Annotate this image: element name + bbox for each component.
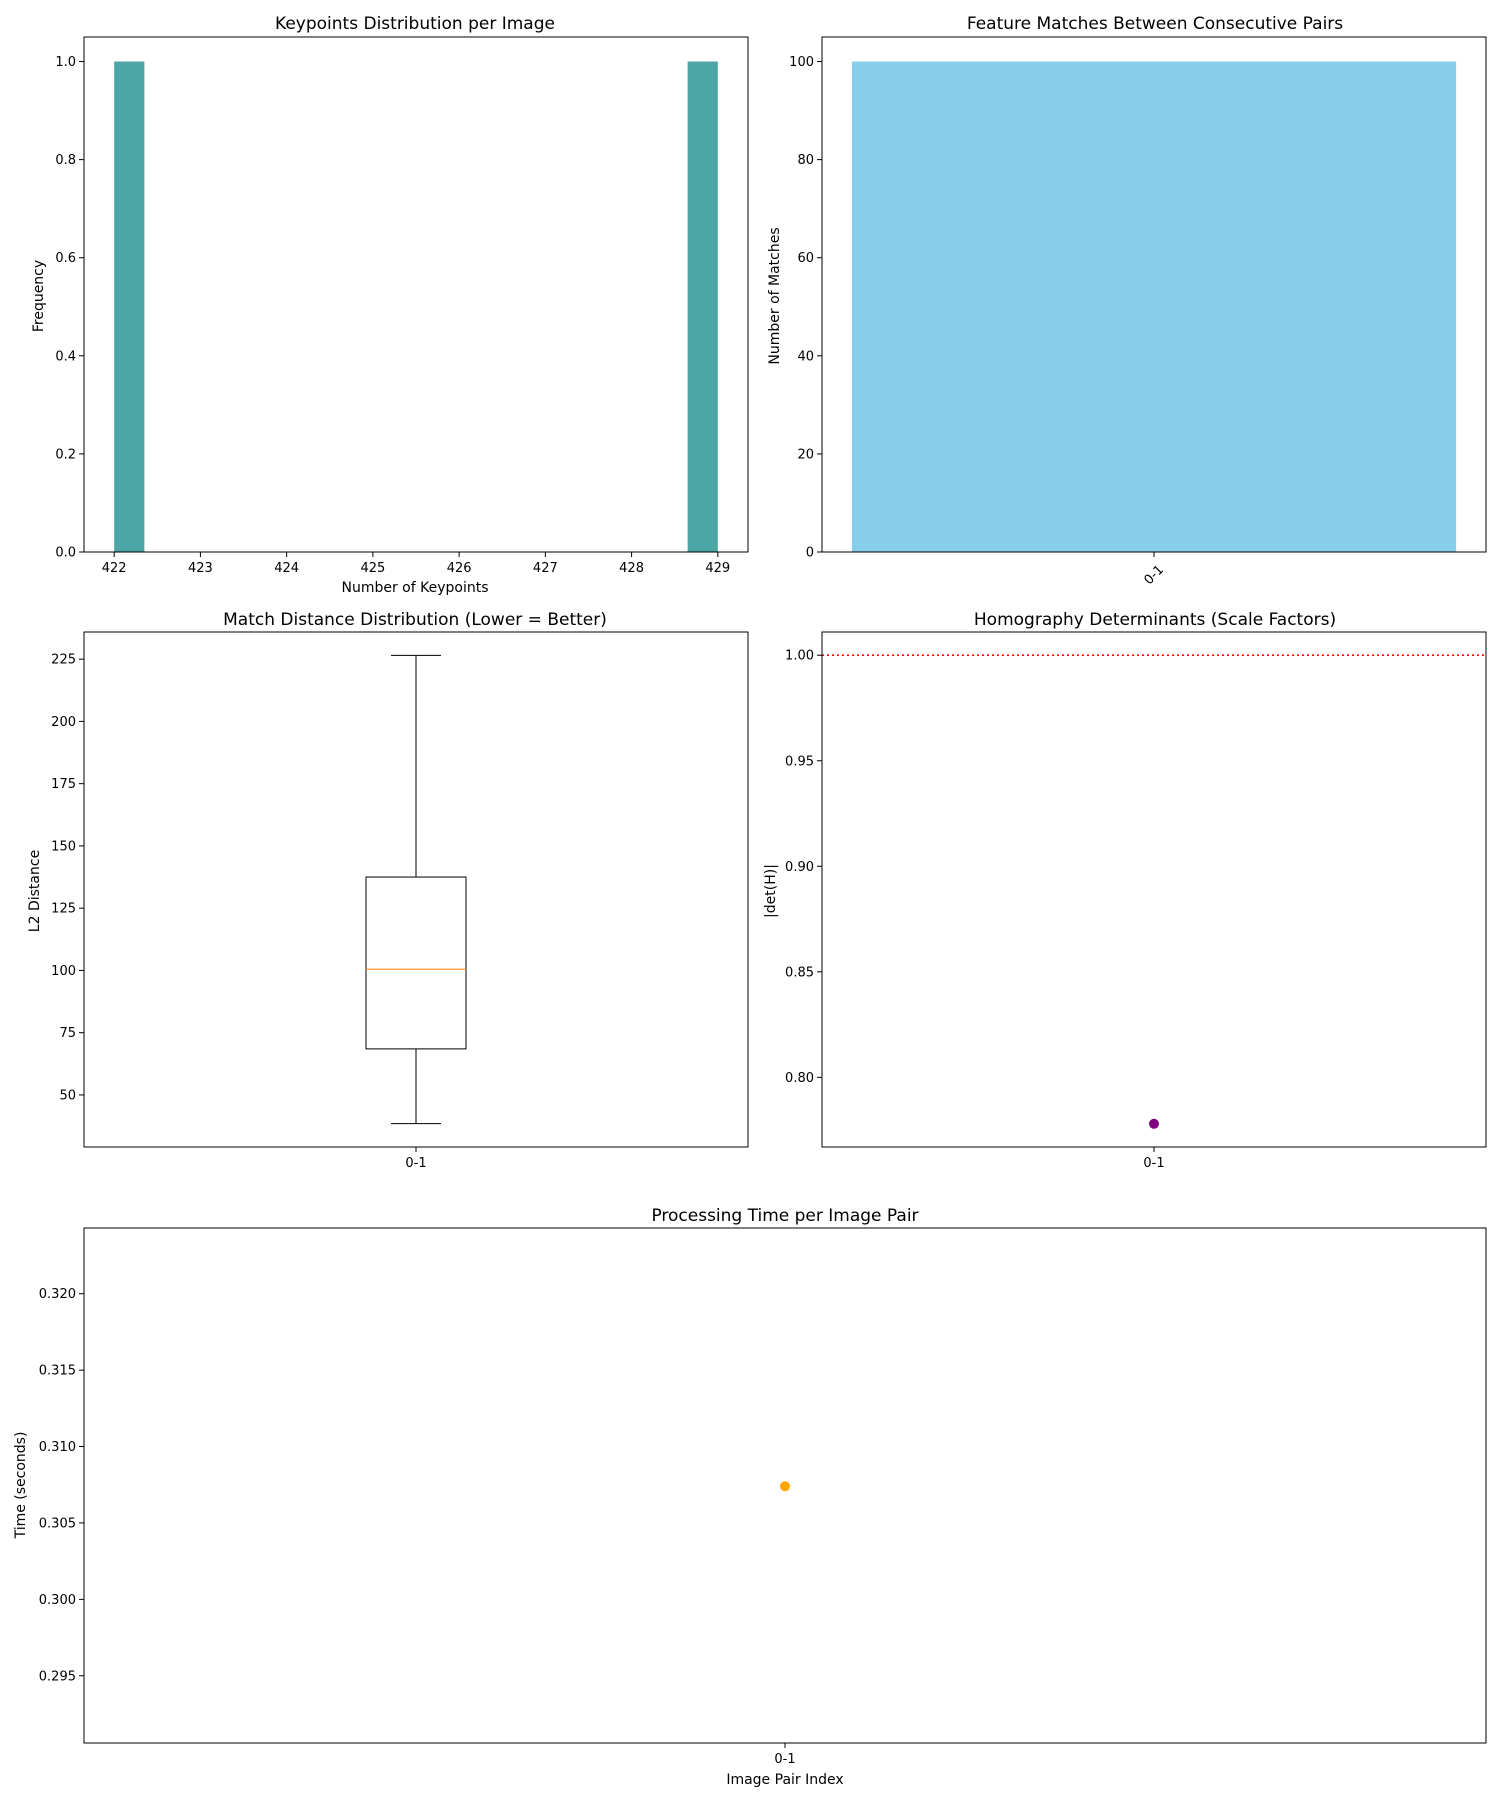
match-distance-ytick-label: 150 bbox=[51, 839, 76, 854]
match-distance-ytick-label: 100 bbox=[51, 964, 76, 979]
processing-time-xlabel: Image Pair Index bbox=[726, 1772, 843, 1788]
keypoints-histogram-xtick-label: 424 bbox=[274, 561, 299, 576]
processing-time-ytick-label: 0.295 bbox=[39, 1669, 76, 1684]
feature-matches-ytick-label: 60 bbox=[797, 251, 814, 266]
match-distance-ytick-label: 50 bbox=[59, 1088, 76, 1103]
keypoints-histogram-ytick-label: 0.0 bbox=[55, 546, 76, 561]
keypoints-histogram-ytick-label: 0.8 bbox=[55, 153, 76, 168]
feature-matches-ylabel: Number of Matches bbox=[767, 227, 783, 364]
match-distance-ylabel: L2 Distance bbox=[27, 850, 43, 932]
processing-time-title: Processing Time per Image Pair bbox=[651, 1206, 918, 1226]
feature-matches-ytick-label: 80 bbox=[797, 153, 814, 168]
feature-matches-ytick-label: 0 bbox=[806, 546, 814, 561]
match-count-bar bbox=[851, 61, 1457, 553]
match-distance-xtick-label: 0-1 bbox=[405, 1156, 426, 1171]
homography-determinants-xtick-label: 0-1 bbox=[1143, 1156, 1164, 1171]
keypoints-histogram-ytick-label: 0.6 bbox=[55, 251, 76, 266]
processing-time-ytick-label: 0.315 bbox=[39, 1364, 76, 1379]
homography-determinants-ytick-label: 0.90 bbox=[785, 860, 814, 875]
processing-time-xtick-label: 0-1 bbox=[774, 1752, 795, 1767]
keypoints-histogram-xtick-label: 427 bbox=[533, 561, 558, 576]
keypoints-histogram-ytick-label: 1.0 bbox=[55, 55, 76, 70]
keypoints-histogram-xtick-label: 422 bbox=[102, 561, 127, 576]
processing-time-ytick-label: 0.305 bbox=[39, 1516, 76, 1531]
homography-determinants-ytick-label: 0.85 bbox=[785, 965, 814, 980]
processing-time-point bbox=[780, 1481, 790, 1492]
processing-time-ytick-label: 0.300 bbox=[39, 1593, 76, 1608]
homography-determinants-title: Homography Determinants (Scale Factors) bbox=[974, 610, 1336, 630]
histogram-bar bbox=[687, 61, 718, 553]
match-distance-ytick-label: 75 bbox=[59, 1026, 76, 1041]
keypoints-histogram-xtick-label: 428 bbox=[619, 561, 644, 576]
box-iqr bbox=[365, 876, 467, 1050]
homography-determinants-ytick-label: 0.80 bbox=[785, 1071, 814, 1086]
homography-determinants-axes-frame bbox=[821, 631, 1487, 1148]
match-distance-title: Match Distance Distribution (Lower = Bet… bbox=[223, 610, 607, 630]
match-distance-ytick-label: 125 bbox=[51, 902, 76, 917]
feature-matches-ytick-label: 40 bbox=[797, 349, 814, 364]
keypoints-histogram-axes-frame bbox=[83, 36, 749, 553]
homography-determinants-ylabel: |det(H)| bbox=[763, 864, 779, 918]
homography-determinants-ytick-label: 0.95 bbox=[785, 754, 814, 769]
keypoints-histogram-xtick-label: 425 bbox=[360, 561, 385, 576]
feature-matches-panel: Feature Matches Between Consecutive Pair… bbox=[767, 14, 1487, 588]
feature-matches-ytick-label: 20 bbox=[797, 447, 814, 462]
match-distance-ytick-label: 225 bbox=[51, 653, 76, 668]
keypoints-histogram-ytick-label: 0.2 bbox=[55, 447, 76, 462]
keypoints-histogram-panel: Keypoints Distribution per Image Number … bbox=[31, 14, 749, 596]
histogram-bar bbox=[114, 61, 145, 553]
keypoints-histogram-ylabel: Frequency bbox=[31, 260, 47, 332]
feature-matches-title: Feature Matches Between Consecutive Pair… bbox=[967, 14, 1343, 34]
keypoints-histogram-ytick-label: 0.4 bbox=[55, 349, 76, 364]
processing-time-ylabel: Time (seconds) bbox=[13, 1432, 29, 1540]
determinant-point bbox=[1149, 1118, 1159, 1129]
homography-determinants-ytick-label: 1.00 bbox=[785, 649, 814, 664]
keypoints-histogram-xtick-label: 426 bbox=[447, 561, 472, 576]
keypoints-histogram-xtick-label: 429 bbox=[705, 561, 730, 576]
match-distance-ytick-label: 175 bbox=[51, 777, 76, 792]
keypoints-histogram-title: Keypoints Distribution per Image bbox=[275, 14, 555, 34]
processing-time-ytick-label: 0.310 bbox=[39, 1440, 76, 1455]
homography-determinants-panel: Homography Determinants (Scale Factors) … bbox=[763, 610, 1487, 1171]
processing-time-ytick-label: 0.320 bbox=[39, 1287, 76, 1302]
keypoints-histogram-xlabel: Number of Keypoints bbox=[341, 580, 488, 596]
processing-time-panel: Processing Time per Image Pair Image Pai… bbox=[13, 1206, 1487, 1788]
feature-matches-ytick-label: 100 bbox=[789, 55, 814, 70]
match-distance-boxplot-panel: Match Distance Distribution (Lower = Bet… bbox=[27, 610, 749, 1171]
match-distance-ytick-label: 200 bbox=[51, 715, 76, 730]
feature-matches-xtick-label: 0-1 bbox=[1141, 562, 1167, 588]
keypoints-histogram-xtick-label: 423 bbox=[188, 561, 213, 576]
